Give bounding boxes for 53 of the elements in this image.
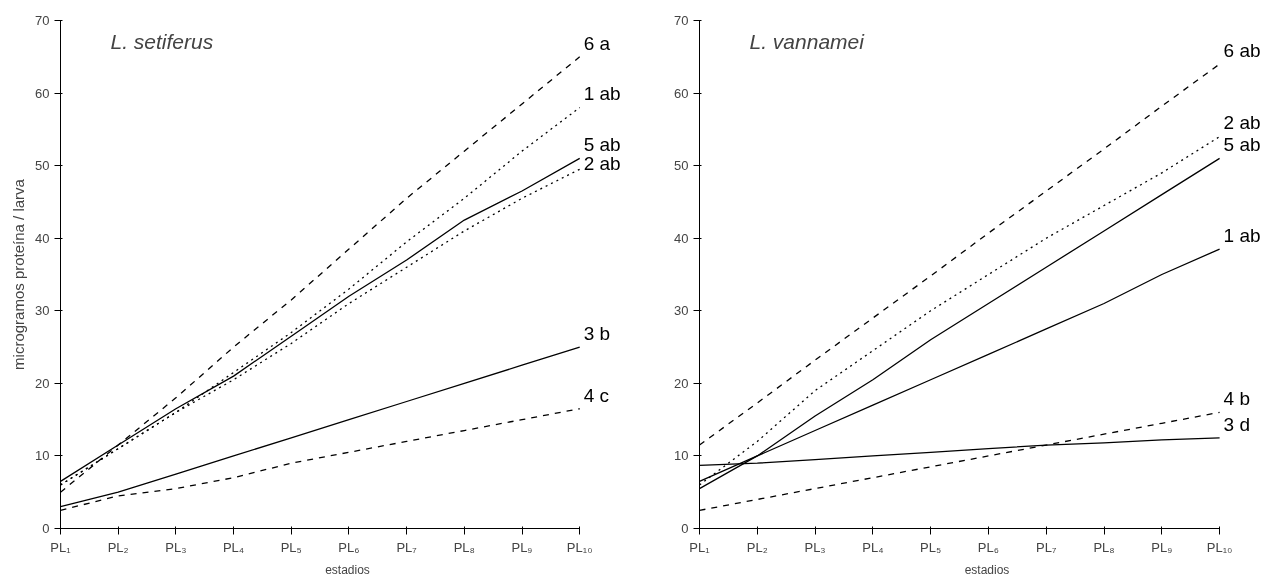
x-tick-label: PL₃ — [804, 539, 826, 555]
y-tick-label: 40 — [674, 230, 689, 246]
y-tick-label: 20 — [674, 375, 689, 391]
series-label: 5 ab — [583, 134, 621, 156]
x-tick-label: PL₁₀ — [1206, 539, 1233, 555]
y-axis-title: microgramos proteína / larva — [10, 178, 28, 370]
x-axis-title: estadios — [325, 562, 370, 577]
y-tick-label: 40 — [35, 230, 50, 246]
chart-title: L. vannamei — [749, 29, 866, 53]
x-tick-label: PL₆ — [338, 539, 360, 555]
y-tick-label: 0 — [681, 521, 689, 536]
series-label: 4 c — [583, 384, 610, 406]
y-tick-label: 50 — [35, 158, 50, 174]
y-tick-label: 70 — [35, 13, 50, 28]
x-tick-label: PL₃ — [165, 539, 187, 555]
series-label: 3 b — [583, 322, 611, 344]
series-label: 1 ab — [1223, 224, 1261, 246]
x-tick-label: PL₄ — [222, 539, 245, 555]
y-tick-label: 10 — [35, 448, 50, 464]
series-label: 5 ab — [1223, 134, 1261, 156]
y-tick-label: 50 — [674, 158, 689, 174]
x-tick-label: PL₇ — [1036, 539, 1057, 555]
x-tick-label: PL₈ — [1093, 539, 1115, 555]
series-label: 1 ab — [583, 83, 621, 105]
x-tick-label: PL₁ — [689, 539, 711, 555]
series-label: 6 ab — [1223, 39, 1261, 61]
series-label: 4 b — [1223, 388, 1251, 410]
x-tick-label: PL₆ — [977, 539, 1000, 555]
x-tick-label: PL₄ — [862, 539, 884, 555]
series-label: 2 ab — [583, 153, 621, 175]
x-tick-label: PL₁ — [50, 539, 72, 555]
x-tick-label: PL₉ — [511, 539, 533, 555]
x-tick-label: PL₈ — [453, 539, 475, 555]
y-tick-label: 30 — [674, 303, 689, 319]
series-label: 6 a — [583, 32, 611, 54]
y-tick-label: 30 — [35, 303, 50, 319]
series-label: 3 d — [1223, 413, 1251, 435]
y-tick-label: 10 — [674, 448, 689, 464]
y-tick-label: 70 — [674, 13, 689, 28]
y-tick-label: 60 — [674, 85, 689, 101]
series-label: 2 ab — [1223, 112, 1261, 134]
x-tick-label: PL₉ — [1151, 539, 1173, 555]
y-tick-label: 60 — [35, 85, 50, 101]
x-tick-label: PL₂ — [107, 539, 129, 555]
y-tick-label: 20 — [35, 375, 50, 391]
y-tick-label: 0 — [42, 521, 50, 536]
x-tick-label: PL₅ — [920, 539, 942, 555]
x-tick-label: PL₅ — [280, 539, 302, 555]
x-tick-label: PL₁₀ — [566, 539, 593, 555]
chart-title: L. setiferus — [110, 29, 214, 53]
x-tick-label: PL₇ — [396, 539, 418, 555]
x-tick-label: PL₂ — [746, 539, 768, 555]
x-axis-title: estadios — [964, 562, 1010, 577]
